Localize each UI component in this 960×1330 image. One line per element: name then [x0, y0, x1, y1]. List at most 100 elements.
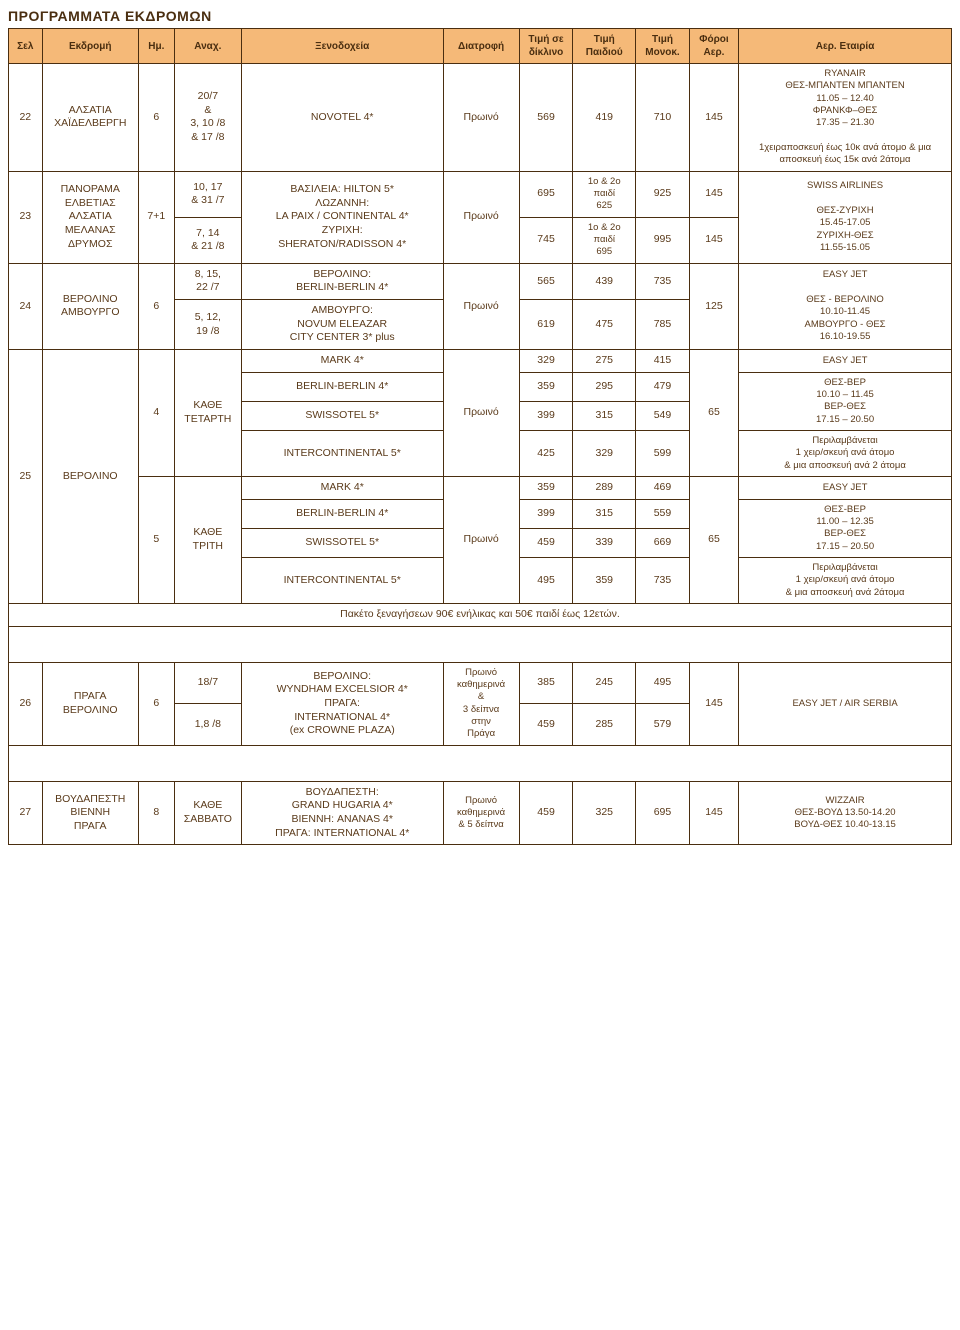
h-diatrofi: Διατροφή [443, 29, 519, 64]
r24-p2: 475 [573, 300, 636, 350]
r25-4-mark-m: 415 [636, 350, 690, 373]
r25-sel: 25 [9, 350, 43, 604]
r25-5-inter-hotel: INTERCONTINENTAL 5* [241, 558, 443, 604]
r27-m: 695 [636, 781, 690, 845]
r24-anax2: 5, 12,19 /8 [174, 300, 241, 350]
r25-5-air-mid: ΘΕΣ-ΒΕΡ11.00 – 12.35ΒΕΡ-ΘΕΣ17.15 – 20.50 [739, 499, 952, 557]
r27-name: ΒΟΥΔΑΠΕΣΤΗΒΙΕΝΝΗΠΡΑΓΑ [42, 781, 138, 845]
r23-m2: 995 [636, 217, 690, 263]
r22-anax: 20/7&3, 10 /8& 17 /8 [174, 64, 241, 172]
r26-air: EASY JET / AIR SERBIA [739, 662, 952, 745]
r25-4-swiss-hotel: SWISSOTEL 5* [241, 401, 443, 430]
r23-anax1: 10, 17& 31 /7 [174, 171, 241, 217]
r27-hm: 8 [138, 781, 174, 845]
r26-hm: 6 [138, 662, 174, 745]
r27-air: WIZZAIRΘΕΣ-ΒΟΥΔ 13.50-14.20ΒΟΥΔ-ΘΕΣ 10.4… [739, 781, 952, 845]
row-23a: 23 ΠΑΝΟΡΑΜΑ ΕΛΒΕΤΙΑΣ ΑΛΣΑΤΙΑ ΜΕΛΑΝΑΣ ΔΡΥ… [9, 171, 952, 217]
r26-d2: 459 [519, 704, 573, 746]
page-title: ΠΡΟΓΡΑΜΜΑΤΑ ΕΚΔΡΟΜΩΝ [8, 8, 952, 24]
r25-5-mark-d: 359 [519, 477, 573, 500]
h-hm: Ημ. [138, 29, 174, 64]
r25-5-berlin-p: 315 [573, 499, 636, 528]
r26-m1: 495 [636, 662, 690, 704]
row-25-5-mark: 5 ΚΑΘΕΤΡΙΤΗ MARK 4* Πρωινό 359 289 469 6… [9, 477, 952, 500]
r24-sel: 24 [9, 263, 43, 349]
r25-5-inter-p: 359 [573, 558, 636, 604]
r26-p1: 245 [573, 662, 636, 704]
r25-name: ΒΕΡΟΛΙΝΟ [42, 350, 138, 604]
r25-5-anax: ΚΑΘΕΤΡΙΤΗ [174, 477, 241, 604]
r24-m1: 735 [636, 263, 690, 299]
row-27: 27 ΒΟΥΔΑΠΕΣΤΗΒΙΕΝΝΗΠΡΑΓΑ 8 ΚΑΘΕΣΑΒΒΑΤΟ Β… [9, 781, 952, 845]
r25-5-mark-m: 469 [636, 477, 690, 500]
r25-4-berlin-m: 479 [636, 372, 690, 401]
r22-hotel: NOVOTEL 4* [241, 64, 443, 172]
h-diklino: Τιμή σε δίκλινο [519, 29, 573, 64]
r24-air: EASY JETΘΕΣ - ΒΕΡΟΛΙΝΟ10.10-11.45ΑΜΒΟΥΡΓ… [739, 263, 952, 349]
h-monok: Τιμή Μονοκ. [636, 29, 690, 64]
r23-name: ΠΑΝΟΡΑΜΑ ΕΛΒΕΤΙΑΣ ΑΛΣΑΤΙΑ ΜΕΛΑΝΑΣ ΔΡΥΜΟΣ [42, 171, 138, 263]
r25-5-diatrofi: Πρωινό [443, 477, 519, 604]
r25-4-berlin-p: 295 [573, 372, 636, 401]
r25-4-inter-d: 425 [519, 431, 573, 477]
footnote: Πακέτο ξεναγήσεων 90€ ενήλικας και 50€ π… [9, 604, 952, 627]
r23-diatrofi: Πρωινό [443, 171, 519, 263]
r24-hotel1: ΒΕΡΟΛΙΝΟ:BERLIN-BERLIN 4* [241, 263, 443, 299]
r27-d: 459 [519, 781, 573, 845]
gap-row-1 [9, 626, 952, 662]
r25-5-mark-hotel: MARK 4* [241, 477, 443, 500]
r25-4-anax: ΚΑΘΕΤΕΤΑΡΤΗ [174, 350, 241, 477]
h-anax: Αναχ. [174, 29, 241, 64]
r26-diatrofi: Πρωινόκαθημερινά&3 δείπναστηνΠράγα [443, 662, 519, 745]
r25-5-air-top: EASY JET [739, 477, 952, 500]
h-ekdromi: Εκδρομή [42, 29, 138, 64]
r22-foroi: 145 [689, 64, 738, 172]
r25-5-swiss-hotel: SWISSOTEL 5* [241, 528, 443, 557]
r24-anax1: 8, 15,22 /7 [174, 263, 241, 299]
r24-hm: 6 [138, 263, 174, 349]
r25-4-mark-p: 275 [573, 350, 636, 373]
row-26a: 26 ΠΡΑΓΑΒΕΡΟΛΙΝΟ 6 18/7 ΒΕΡΟΛΙΝΟ:WYNDHAM… [9, 662, 952, 704]
footnote-row: Πακέτο ξεναγήσεων 90€ ενήλικας και 50€ π… [9, 604, 952, 627]
r24-m2: 785 [636, 300, 690, 350]
r25-5-inter-d: 495 [519, 558, 573, 604]
r25-4-swiss-d: 399 [519, 401, 573, 430]
r22-hm: 6 [138, 64, 174, 172]
r27-p: 325 [573, 781, 636, 845]
r22-sel: 22 [9, 64, 43, 172]
r23-p2: 1ο & 2οπαιδί695 [573, 217, 636, 263]
gap-row-2 [9, 745, 952, 781]
r25-5-swiss-p: 339 [573, 528, 636, 557]
r25-4-diatrofi: Πρωινό [443, 350, 519, 477]
h-etairia: Αερ. Εταιρία [739, 29, 952, 64]
r23-m1: 925 [636, 171, 690, 217]
r25-5-air-bot: Περιλαμβάνεται1 χειρ/σκευή ανά άτομο& μι… [739, 558, 952, 604]
r22-paidiou: 419 [573, 64, 636, 172]
r25-4-swiss-m: 549 [636, 401, 690, 430]
row-24a: 24 ΒΕΡΟΛΙΝΟ ΑΜΒΟΥΡΓΟ 6 8, 15,22 /7 ΒΕΡΟΛ… [9, 263, 952, 299]
r25-5-berlin-m: 559 [636, 499, 690, 528]
r25-5-inter-m: 735 [636, 558, 690, 604]
r24-p1: 439 [573, 263, 636, 299]
r25-4-mark-d: 329 [519, 350, 573, 373]
r26-d1: 385 [519, 662, 573, 704]
r24-name: ΒΕΡΟΛΙΝΟ ΑΜΒΟΥΡΓΟ [42, 263, 138, 349]
r26-hotel: ΒΕΡΟΛΙΝΟ:WYNDHAM EXCELSIOR 4*ΠΡΑΓΑ:INTER… [241, 662, 443, 745]
h-paidiou: Τιμή Παιδιού [573, 29, 636, 64]
r23-f1: 145 [689, 171, 738, 217]
r25-4-foroi: 65 [689, 350, 738, 477]
r23-d1: 695 [519, 171, 573, 217]
r23-p1: 1ο & 2οπαιδί625 [573, 171, 636, 217]
r26-anax2: 1,8 /8 [174, 704, 241, 746]
r25-4-inter-hotel: INTERCONTINENTAL 5* [241, 431, 443, 477]
r26-foroi: 145 [689, 662, 738, 745]
schedule-table: Σελ Εκδρομή Ημ. Αναχ. Ξενοδοχεία Διατροφ… [8, 28, 952, 845]
r25-5-berlin-d: 399 [519, 499, 573, 528]
r25-4-air-mid: ΘΕΣ-ΒΕΡ10.10 – 11.45ΒΕΡ-ΘΕΣ17.15 – 20.50 [739, 372, 952, 430]
r22-diklino: 569 [519, 64, 573, 172]
row-22: 22 ΑΛΣΑΤΙΑ ΧΑΪΔΕΛΒΕΡΓΗ 6 20/7&3, 10 /8& … [9, 64, 952, 172]
r25-5-hm: 5 [138, 477, 174, 604]
r26-p2: 285 [573, 704, 636, 746]
r25-4-inter-m: 599 [636, 431, 690, 477]
r23-sel: 23 [9, 171, 43, 263]
